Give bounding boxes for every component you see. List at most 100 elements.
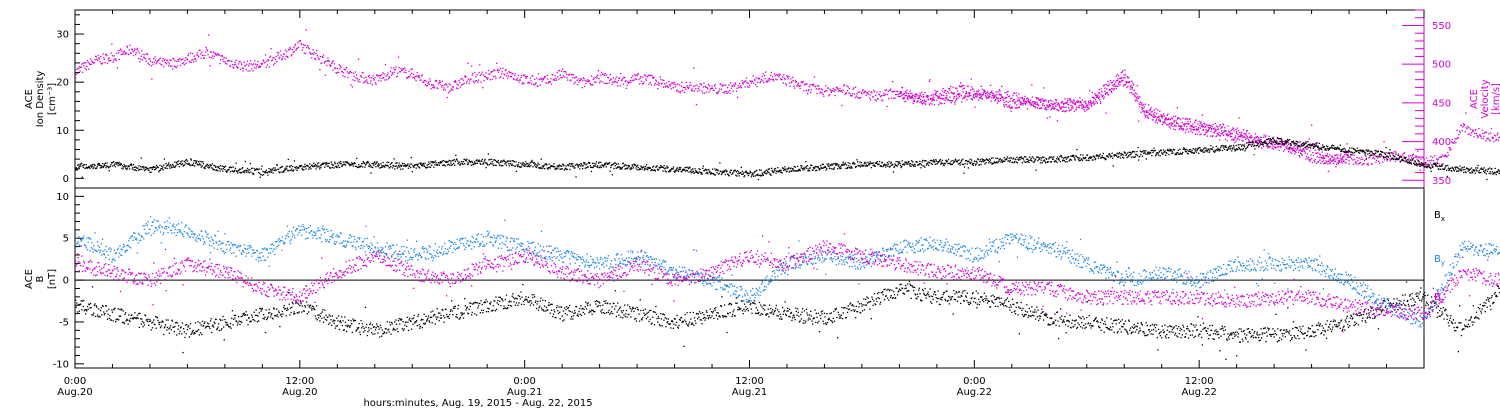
data-point <box>1260 141 1262 143</box>
data-point <box>753 82 755 84</box>
data-point <box>449 84 451 86</box>
data-point <box>569 80 571 82</box>
data-point <box>265 169 267 171</box>
data-point <box>471 74 473 76</box>
data-point <box>950 102 952 104</box>
data-point <box>126 46 129 48</box>
data-point <box>854 163 856 165</box>
data-point <box>628 82 630 84</box>
data-point <box>1197 129 1199 131</box>
data-point <box>741 173 743 175</box>
data-point <box>1041 104 1044 106</box>
data-point <box>169 59 171 61</box>
data-point <box>121 50 123 52</box>
data-point <box>1422 156 1424 159</box>
data-point <box>602 166 605 168</box>
data-point <box>638 78 640 81</box>
data-point <box>658 169 660 171</box>
data-point <box>577 78 580 80</box>
data-point <box>1064 98 1066 100</box>
data-point <box>513 161 515 163</box>
data-point <box>1039 157 1041 159</box>
data-point <box>863 92 865 94</box>
data-point <box>1018 93 1020 95</box>
data-point <box>1016 107 1019 109</box>
data-point <box>76 72 79 74</box>
data-point <box>412 73 415 75</box>
data-point <box>736 170 739 172</box>
plasma-series <box>75 29 1500 181</box>
data-point <box>833 89 836 91</box>
data-point <box>1026 98 1028 100</box>
data-point <box>616 167 618 169</box>
data-point <box>261 63 263 66</box>
data-point <box>849 162 851 165</box>
data-point <box>745 77 748 79</box>
data-point <box>1058 105 1060 107</box>
data-point <box>495 77 497 80</box>
data-point <box>744 171 746 174</box>
data-point <box>956 161 958 163</box>
data-point <box>494 159 497 162</box>
data-point <box>315 168 317 170</box>
data-point <box>768 78 771 80</box>
data-point <box>1006 97 1008 99</box>
data-point <box>820 165 822 167</box>
data-point <box>922 93 924 96</box>
data-point <box>1468 126 1470 129</box>
data-point <box>1148 104 1150 106</box>
data-point <box>1219 125 1221 127</box>
data-point <box>1222 132 1224 134</box>
data-point <box>432 86 434 89</box>
data-point <box>828 167 831 169</box>
data-point <box>614 78 616 80</box>
data-point <box>719 162 721 164</box>
data-point <box>304 44 306 47</box>
data-point <box>669 169 671 171</box>
data-point <box>132 166 134 169</box>
data-point <box>901 160 903 162</box>
data-point <box>1309 160 1311 162</box>
data-point <box>504 161 507 163</box>
data-point <box>898 93 900 95</box>
data-point <box>505 75 508 77</box>
data-point <box>1043 159 1046 161</box>
data-point <box>539 78 541 81</box>
data-point <box>241 67 244 69</box>
data-point <box>844 162 847 164</box>
data-point <box>170 165 172 167</box>
data-point <box>1295 151 1297 153</box>
data-point <box>528 164 530 167</box>
data-point <box>1005 100 1007 102</box>
data-point <box>1314 158 1316 161</box>
data-point <box>957 163 960 165</box>
data-point <box>802 82 804 84</box>
data-point <box>393 165 395 167</box>
data-point <box>1137 97 1139 100</box>
data-point <box>206 164 208 166</box>
data-point <box>972 96 974 98</box>
data-point <box>99 164 101 166</box>
data-point <box>1132 82 1134 84</box>
data-point <box>236 65 238 67</box>
data-point <box>701 172 703 174</box>
data-point <box>141 59 144 61</box>
data-point <box>283 53 285 56</box>
data-point <box>1174 124 1176 126</box>
data-point <box>650 170 652 172</box>
data-point <box>631 164 633 166</box>
data-point <box>1292 150 1294 152</box>
data-point <box>596 166 598 168</box>
data-point <box>544 76 546 78</box>
data-point <box>1264 136 1266 138</box>
data-point <box>1404 161 1406 163</box>
data-point <box>1016 104 1018 106</box>
data-point <box>667 86 669 88</box>
data-point <box>1060 102 1062 104</box>
data-point <box>963 166 966 168</box>
data-point <box>555 167 557 169</box>
data-point <box>191 164 194 166</box>
data-point <box>158 171 160 173</box>
data-point <box>716 172 718 174</box>
data-point <box>740 166 742 168</box>
